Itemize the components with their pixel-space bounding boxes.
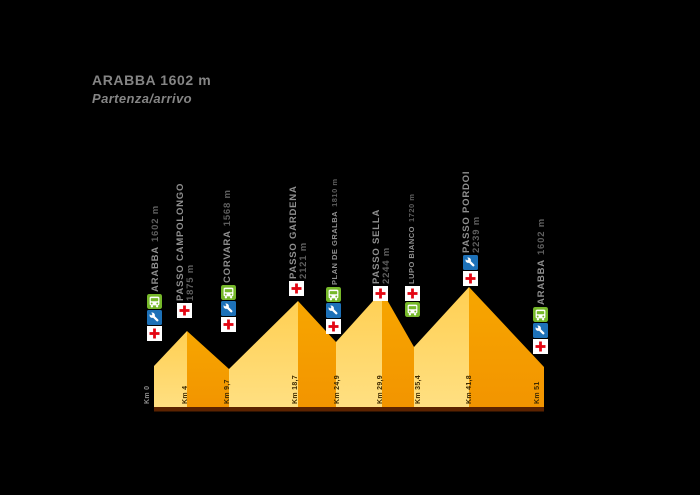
waypoint-label-corvara: CORVARA 1568 m [222,189,233,283]
wrench-icon [326,303,341,318]
km-marker-0: Km 0 [144,385,151,404]
wrench-icon [221,301,236,316]
bus-icon [147,294,162,309]
red-cross-icon [221,317,236,332]
waypoint-label-lupo-bianco: LUPO BIANCO 1720 m [407,194,417,284]
wrench-icon [463,255,478,270]
waypoint-altitude: 2121 m [298,241,309,279]
bus-icon [533,307,548,322]
title-block: ARABBA 1602 m Partenza/arrivo [92,72,211,106]
waypoint-altitude: 2239 m [471,215,482,253]
service-icons-corvara [221,285,236,332]
start-subtitle: Partenza/arrivo [92,91,192,106]
km-marker-41-8: Km 41,8 [466,375,473,404]
red-cross-icon [373,286,388,301]
waypoint-altitude: 1602 m [150,205,161,243]
red-cross-icon [177,303,192,318]
km-marker-29-9: Km 29,9 [377,375,384,404]
waypoint-label-passo-gardena: PASSO GARDENA 2121 m [288,185,309,279]
bus-icon [326,287,341,302]
bus-icon [405,302,420,317]
start-title: ARABBA 1602 m [92,72,212,88]
waypoint-name: ARABBA [536,259,547,305]
red-cross-icon [147,326,162,341]
waypoint-label-passo-pordoi: PASSO PORDOI 2239 m [461,171,482,253]
waypoint-name: PLAN DE GRALBA [330,210,339,285]
red-cross-icon [405,286,420,301]
waypoint-altitude: 1810 m [330,178,339,207]
km-marker-4: Km 4 [182,385,189,404]
service-icons-passo-gardena [289,281,304,296]
red-cross-icon [463,271,478,286]
mountain-faces [154,287,544,410]
wrench-icon [533,323,548,338]
baseline-strip [154,407,544,412]
waypoint-altitude: 1720 m [407,193,416,222]
service-icons-passo-sella [373,286,388,301]
km-marker-35-4: Km 35,4 [415,375,422,404]
red-cross-icon [533,339,548,354]
waypoint-altitude: 1875 m [185,263,196,301]
waypoint-altitude: 1568 m [222,189,233,227]
service-icons-passo-pordoi [463,255,478,286]
waypoint-altitude: 2244 m [381,246,392,284]
waypoint-label-plan-de-gralba: PLAN DE GRALBA 1810 m [330,178,340,285]
waypoint-label-arabba-finish: ARABBA 1602 m [536,218,547,305]
red-cross-icon [326,319,341,334]
red-cross-icon [289,281,304,296]
service-icons-passo-campolongo [177,303,192,318]
service-icons-plan-de-gralba [326,287,341,334]
waypoint-label-passo-campolongo: PASSO CAMPOLONGO 1875 m [175,183,196,301]
km-marker-9-7: Km 9,7 [224,379,231,404]
service-icons-arabba-start [147,294,162,341]
bus-icon [221,285,236,300]
service-icons-arabba-finish [533,307,548,354]
km-marker-51: Km 51 [534,381,541,404]
wrench-icon [147,310,162,325]
km-marker-18-7: Km 18,7 [292,375,299,404]
waypoint-altitude: 1602 m [536,218,547,256]
km-marker-24-9: Km 24,9 [334,375,341,404]
service-icons-lupo-bianco [405,286,420,317]
waypoint-label-arabba-start: ARABBA 1602 m [150,205,161,292]
waypoint-label-passo-sella: PASSO SELLA 2244 m [371,209,392,284]
waypoint-name: CORVARA [222,230,233,283]
waypoint-name: LUPO BIANCO [407,226,416,284]
waypoint-name: ARABBA [150,246,161,292]
